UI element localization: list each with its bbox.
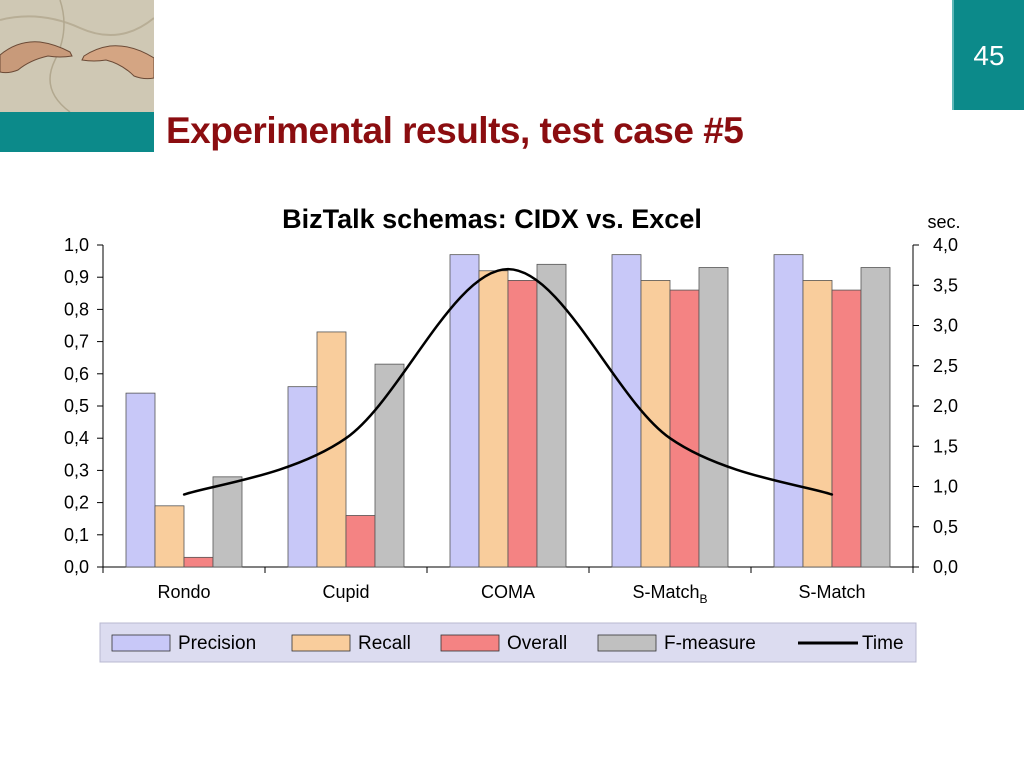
category-label: Cupid [322, 582, 369, 602]
right-tick-label: 0,0 [933, 557, 958, 577]
legend-label-recall: Recall [358, 633, 411, 654]
left-tick-label: 0,3 [64, 460, 89, 480]
right-tick-label: 1,0 [933, 477, 958, 497]
right-tick-label: 3,5 [933, 275, 958, 295]
bar-precision-4 [773, 254, 804, 568]
legend-label-time: Time [862, 633, 904, 654]
time-point-0 [182, 493, 186, 496]
time-point-4 [830, 493, 834, 496]
slide-title: Experimental results, test case #5 [166, 110, 744, 151]
left-tick-label: 0,0 [64, 557, 89, 577]
category-label: S-Match [798, 582, 865, 602]
legend: Precision Recall Overall F-measure Time [99, 622, 917, 663]
legend-swatch-overall [440, 634, 500, 652]
right-axis-unit-label: sec. [927, 212, 960, 232]
left-tick-label: 0,9 [64, 267, 89, 287]
left-tick-label: 0,6 [64, 364, 89, 384]
right-tick-label: 2,0 [933, 396, 958, 416]
right-tick-label: 4,0 [933, 235, 958, 255]
bar-f-measure-0 [212, 476, 243, 568]
bar-recall-4 [802, 280, 833, 568]
bar-overall-0 [183, 556, 214, 568]
bar-recall-1 [316, 331, 347, 568]
bar-precision-1 [287, 386, 318, 568]
bar-precision-2 [449, 254, 480, 568]
category-label: S-MatchB [632, 582, 707, 606]
left-tick-label: 0,7 [64, 332, 89, 352]
bar-overall-3 [669, 289, 700, 568]
legend-label-overall: Overall [507, 633, 567, 654]
page-number: 45 [973, 40, 1005, 71]
time-point-2 [506, 267, 510, 271]
left-tick-label: 0,5 [64, 396, 89, 416]
right-tick-label: 1,5 [933, 436, 958, 456]
bar-precision-3 [611, 254, 642, 568]
legend-label-precision: Precision [178, 633, 256, 654]
creation-of-adam-logo [0, 0, 154, 152]
bar-recall-3 [640, 280, 671, 568]
left-tick-label: 1,0 [64, 235, 89, 255]
bar-overall-1 [345, 515, 376, 568]
legend-label-f-measure: F-measure [664, 633, 756, 654]
left-tick-label: 0,8 [64, 299, 89, 319]
page-number-box: 45 [952, 0, 1024, 110]
legend-swatch-f-measure [597, 634, 657, 652]
plot-area: 0,0 0,1 0,2 0,3 0,4 0,5 0,6 0,7 0,8 0,9 1,0 0,0 0,5 1… [64, 235, 958, 606]
creation-of-adam-hands-icon [0, 41, 73, 74]
legend-swatch-precision [111, 634, 171, 652]
bar-recall-2 [478, 270, 509, 568]
bar-f-measure-3 [698, 267, 729, 568]
time-point-3 [668, 437, 672, 440]
bar-f-measure-4 [860, 267, 891, 568]
left-tick-label: 0,1 [64, 525, 89, 545]
bar-precision-0 [125, 392, 156, 568]
left-tick-label: 0,4 [64, 428, 89, 448]
chart-title: BizTalk schemas: CIDX vs. Excel [282, 204, 702, 234]
bar-overall-4 [831, 289, 862, 568]
bar-f-measure-1 [374, 363, 405, 568]
legend-box [99, 622, 917, 663]
right-tick-label: 2,5 [933, 356, 958, 376]
bar-recall-0 [154, 505, 185, 568]
left-tick-label: 0,2 [64, 493, 89, 513]
right-tick-label: 3,0 [933, 316, 958, 336]
right-tick-label: 0,5 [933, 517, 958, 537]
bar-overall-2 [507, 280, 538, 568]
bar-f-measure-2 [536, 263, 567, 568]
legend-swatch-recall [291, 634, 351, 652]
category-label: COMA [481, 582, 535, 602]
category-label: Rondo [157, 582, 210, 602]
time-point-1 [344, 437, 348, 440]
